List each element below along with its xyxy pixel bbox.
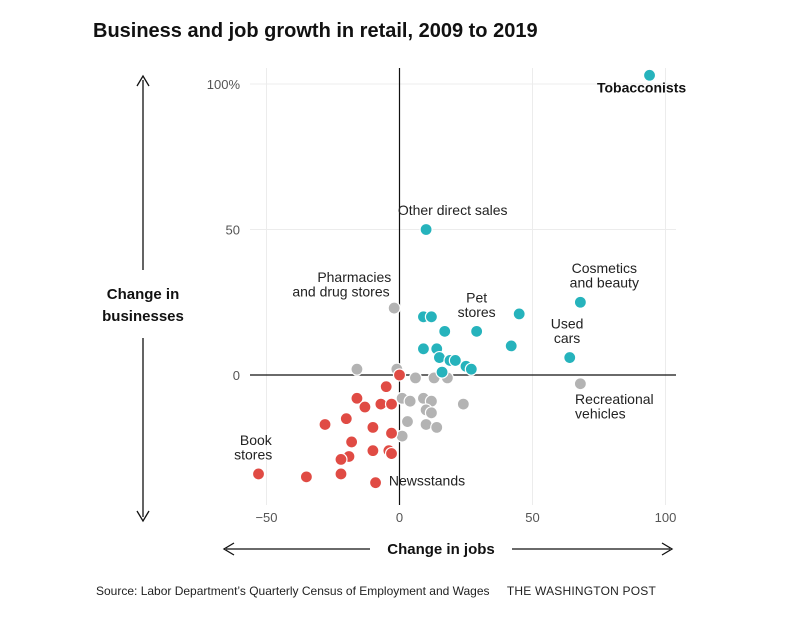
data-point-growth	[419, 222, 433, 237]
data-point-decline	[299, 470, 313, 484]
data-point-decline	[345, 435, 359, 449]
y-tick-label: 0	[233, 368, 240, 383]
data-point-mixed	[400, 414, 415, 429]
data-point-decline	[384, 397, 399, 411]
point-label: stores	[234, 446, 272, 462]
data-point-decline	[366, 420, 380, 434]
data-point-mixed	[456, 397, 470, 411]
point-label: stores	[458, 304, 496, 320]
data-point-growth	[512, 307, 526, 321]
data-points	[251, 68, 657, 490]
source-note: Source: Labor Department’s Quarterly Cen…	[96, 584, 490, 598]
data-point-growth	[563, 350, 577, 365]
data-point-decline	[368, 476, 383, 490]
tick-labels: −50 0 50 100 100% 50 0	[207, 77, 677, 525]
data-point-growth	[470, 324, 484, 338]
y-axis-title-line-2: businesses	[102, 308, 184, 325]
data-point-mixed	[408, 371, 423, 385]
data-point-growth	[504, 339, 518, 353]
data-point-decline	[334, 467, 348, 481]
data-point-decline	[366, 444, 380, 458]
footer: Source: Labor Department’s Quarterly Cen…	[96, 584, 656, 598]
data-point-growth	[424, 310, 439, 324]
point-label: Newsstands	[389, 473, 465, 489]
x-tick-label: 0	[396, 510, 403, 525]
point-label: Other direct sales	[398, 202, 508, 218]
data-point-mixed	[403, 394, 417, 408]
data-point-decline	[358, 400, 372, 414]
gridlines	[250, 68, 676, 505]
data-point-decline	[318, 417, 332, 432]
point-label: cars	[554, 330, 580, 346]
data-point-decline	[392, 368, 407, 382]
data-point-mixed	[350, 362, 364, 376]
data-point-decline	[384, 446, 399, 461]
data-point-growth	[416, 342, 431, 356]
y-axis-title-group: Change in businesses	[102, 74, 184, 523]
chart-title: Business and job growth in retail, 2009 …	[93, 20, 538, 42]
data-point-mixed	[430, 420, 444, 434]
data-point-growth	[573, 295, 587, 309]
point-label: Book	[240, 432, 273, 448]
data-point-decline	[379, 380, 393, 394]
point-label: Recreational	[575, 391, 654, 407]
x-tick-label: 50	[525, 510, 539, 525]
point-label: Tobacconists	[597, 80, 686, 96]
y-axis-title-line-1: Change in	[107, 286, 180, 303]
data-point-mixed	[573, 377, 587, 391]
data-point-growth	[464, 362, 478, 376]
x-axis-title-group: Change in jobs	[222, 541, 674, 558]
y-tick-label: 50	[226, 223, 240, 238]
data-point-mixed	[387, 301, 401, 315]
data-point-growth	[642, 68, 657, 82]
publisher-credit: THE WASHINGTON POST	[506, 584, 657, 598]
x-tick-label: 100	[655, 510, 677, 525]
data-point-growth	[448, 353, 462, 368]
point-label: Pet	[466, 289, 487, 305]
point-label: Used	[551, 315, 584, 331]
point-label: vehicles	[575, 406, 626, 422]
point-label: Cosmetics	[572, 260, 637, 276]
data-point-growth	[438, 324, 452, 338]
data-point-growth	[435, 365, 449, 379]
y-tick-label: 100%	[207, 77, 241, 92]
data-point-decline	[384, 426, 399, 440]
data-point-decline	[251, 467, 266, 481]
x-tick-label: −50	[255, 510, 277, 525]
data-point-decline	[339, 412, 353, 426]
data-point-mixed	[424, 406, 439, 420]
x-axis-title: Change in jobs	[387, 541, 495, 558]
point-label: and drug stores	[292, 283, 389, 299]
point-label: Pharmacies	[317, 269, 391, 285]
point-label: and beauty	[570, 275, 639, 291]
data-point-decline	[350, 391, 364, 405]
data-point-decline	[334, 452, 348, 466]
